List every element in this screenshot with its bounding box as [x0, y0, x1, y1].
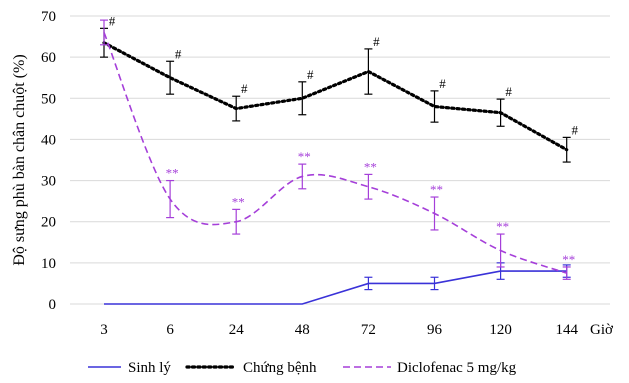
significance-mark: #: [241, 81, 248, 96]
legend-item-2: Diclofenac 5 mg/kg: [343, 360, 517, 376]
series-line: [102, 41, 569, 152]
legend-label: Chứng bệnh: [243, 360, 317, 376]
significance-mark: #: [175, 46, 182, 61]
series-1: # # # # # # # #: [100, 13, 578, 163]
y-axis-title: Độ sưng phù bàn chân chuột (%): [11, 54, 28, 265]
legend-item-1: Chứng bệnh: [185, 360, 317, 376]
legend: Sinh lý Chứng bệnh Diclofenac 5 mg/kg: [88, 360, 517, 376]
significance-mark: **: [430, 182, 443, 197]
legend-label: Sinh lý: [128, 360, 171, 376]
x-tick-label: 24: [229, 322, 245, 338]
y-tick-label: 40: [41, 132, 56, 148]
y-tick-label: 10: [41, 256, 56, 272]
x-tick-label: 96: [427, 322, 443, 338]
x-axis-title: Giờ: [590, 322, 614, 338]
series-line: [104, 270, 567, 305]
significance-mark: **: [232, 194, 245, 209]
significance-mark: #: [439, 76, 446, 91]
y-tick-label: 0: [49, 297, 57, 313]
x-tick-label: 48: [295, 322, 310, 338]
x-tick-label: 144: [555, 322, 578, 338]
y-tick-label: 50: [41, 91, 56, 107]
x-tick-label: 72: [361, 322, 376, 338]
x-tick-label: 120: [489, 322, 512, 338]
y-tick-label: 20: [41, 215, 56, 231]
series-2: ** ** ** ** ** ** **: [100, 19, 575, 280]
significance-mark: **: [298, 149, 311, 164]
tick-labels: 0 10 20 30 40 50 60 70 3 6 24 48 72 96 120 144: [41, 9, 578, 338]
significance-mark: #: [571, 122, 578, 137]
significance-mark: #: [505, 84, 512, 99]
significance-mark: **: [496, 219, 509, 234]
significance-mark: **: [562, 252, 575, 267]
legend-item-0: Sinh lý: [88, 360, 171, 376]
significance-mark: **: [166, 166, 179, 181]
y-tick-label: 30: [41, 174, 56, 190]
significance-mark: #: [109, 13, 116, 28]
y-tick-label: 70: [41, 9, 56, 25]
significance-mark: **: [364, 159, 377, 174]
legend-label: Diclofenac 5 mg/kg: [397, 360, 517, 376]
gridlines: [70, 15, 610, 264]
significance-mark: #: [307, 67, 314, 82]
x-tick-label: 3: [100, 322, 108, 338]
series-layer: # # # # # # # # ** ** ** ** ** ** **: [100, 13, 578, 305]
series-0: [104, 262, 571, 305]
series-line: [103, 32, 567, 274]
x-tick-label: 6: [166, 322, 174, 338]
y-tick-label: 60: [41, 50, 56, 66]
significance-mark: #: [373, 34, 380, 49]
